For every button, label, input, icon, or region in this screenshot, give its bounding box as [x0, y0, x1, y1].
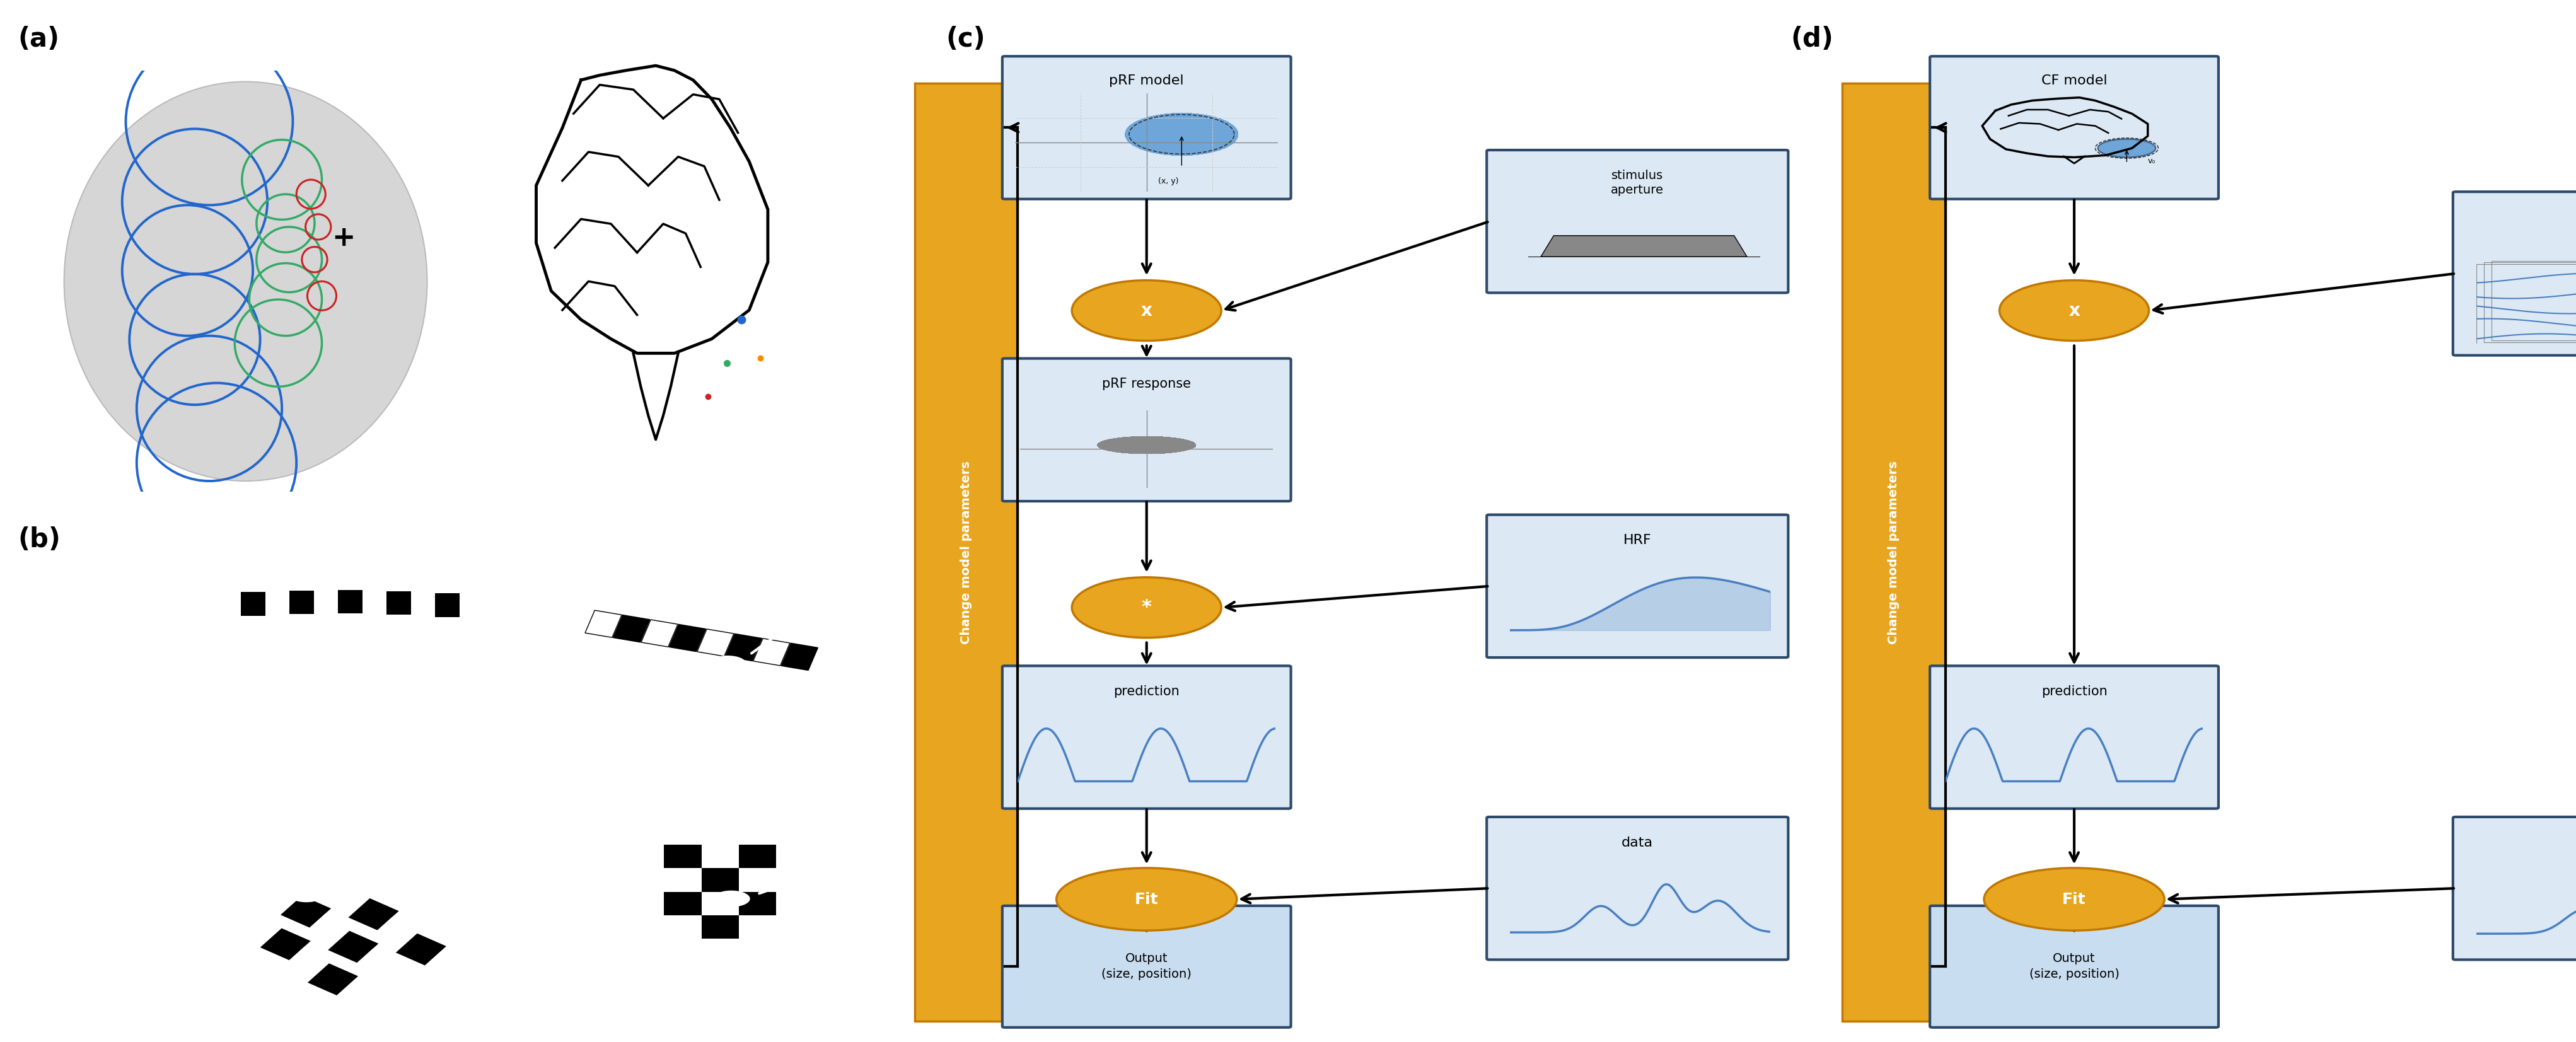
Bar	[363, 591, 386, 614]
Bar	[412, 592, 435, 616]
FancyBboxPatch shape	[698, 629, 734, 656]
Bar	[237, 911, 286, 943]
FancyBboxPatch shape	[1929, 56, 2218, 199]
Bar	[914, 83, 1018, 1021]
Bar	[265, 591, 289, 615]
Text: Output
(size, position): Output (size, position)	[1103, 952, 1190, 981]
Bar	[314, 590, 337, 614]
Bar	[397, 934, 446, 965]
Text: CF model: CF model	[2040, 74, 2107, 86]
Bar	[739, 845, 775, 868]
Text: Change model parameters: Change model parameters	[961, 461, 971, 644]
Ellipse shape	[289, 886, 325, 902]
Bar	[327, 931, 379, 963]
Text: x: x	[1141, 302, 1151, 319]
Bar	[739, 892, 775, 915]
Bar	[701, 868, 739, 892]
Bar	[665, 892, 701, 915]
Text: Fit: Fit	[1133, 892, 1159, 907]
Bar	[304, 913, 355, 945]
Text: (c): (c)	[945, 26, 984, 52]
Bar	[260, 928, 312, 960]
Bar	[739, 915, 775, 939]
FancyBboxPatch shape	[1002, 56, 1291, 199]
Text: (d): (d)	[1790, 26, 1834, 52]
FancyBboxPatch shape	[613, 615, 649, 642]
Text: Fit: Fit	[2061, 892, 2087, 907]
FancyBboxPatch shape	[585, 611, 621, 638]
Ellipse shape	[1072, 280, 1221, 341]
Bar	[665, 868, 701, 892]
Text: Output
(size, position): Output (size, position)	[2030, 952, 2117, 981]
Bar	[701, 845, 739, 868]
FancyBboxPatch shape	[1002, 666, 1291, 809]
Text: pRF response: pRF response	[1103, 378, 1190, 391]
Text: x: x	[2069, 302, 2079, 319]
Text: (b): (b)	[18, 526, 62, 552]
Bar	[348, 898, 399, 931]
Bar	[307, 964, 358, 995]
FancyBboxPatch shape	[641, 620, 677, 647]
Ellipse shape	[1984, 868, 2164, 931]
Text: prediction: prediction	[1113, 686, 1180, 698]
Bar	[701, 915, 739, 939]
FancyBboxPatch shape	[1929, 905, 2218, 1027]
Text: *: *	[1141, 598, 1151, 617]
Ellipse shape	[708, 655, 747, 672]
Bar	[350, 948, 402, 981]
FancyBboxPatch shape	[1486, 515, 1788, 658]
Bar	[325, 880, 376, 913]
Text: stimulus
aperture: stimulus aperture	[1610, 170, 1664, 196]
Text: data: data	[1620, 837, 1654, 849]
Bar	[701, 892, 739, 915]
Text: v₀: v₀	[2148, 157, 2156, 166]
Ellipse shape	[714, 891, 750, 907]
Polygon shape	[1540, 235, 1747, 256]
FancyBboxPatch shape	[1486, 817, 1788, 960]
FancyBboxPatch shape	[1002, 358, 1291, 501]
FancyBboxPatch shape	[1929, 666, 2218, 809]
Text: (x, y): (x, y)	[1159, 177, 1177, 185]
Bar	[242, 592, 265, 616]
Ellipse shape	[363, 646, 399, 663]
Bar	[386, 591, 412, 615]
Text: pRF model: pRF model	[1108, 74, 1185, 86]
Bar	[371, 916, 422, 948]
Text: +: +	[332, 224, 355, 251]
Bar	[665, 845, 701, 868]
FancyBboxPatch shape	[724, 634, 762, 661]
Bar	[665, 915, 701, 939]
Bar	[337, 590, 363, 614]
FancyBboxPatch shape	[2452, 817, 2576, 960]
Ellipse shape	[2097, 139, 2156, 157]
Ellipse shape	[1072, 577, 1221, 638]
FancyBboxPatch shape	[1486, 150, 1788, 293]
Bar	[281, 896, 330, 927]
Text: (a): (a)	[18, 26, 59, 52]
Ellipse shape	[1999, 280, 2148, 341]
Ellipse shape	[64, 81, 428, 481]
Bar	[289, 591, 314, 614]
FancyBboxPatch shape	[752, 639, 791, 666]
Text: prediction: prediction	[2040, 686, 2107, 698]
Bar	[216, 594, 242, 617]
FancyBboxPatch shape	[1002, 905, 1291, 1027]
Bar	[283, 946, 335, 977]
FancyBboxPatch shape	[2452, 192, 2576, 355]
Ellipse shape	[1056, 868, 1236, 931]
Text: Change model parameters: Change model parameters	[1888, 461, 1899, 644]
Bar	[1842, 83, 1945, 1021]
FancyBboxPatch shape	[670, 624, 706, 651]
Bar	[435, 594, 459, 617]
FancyBboxPatch shape	[781, 643, 817, 670]
Text: HRF: HRF	[1623, 535, 1651, 547]
Bar	[739, 868, 775, 892]
